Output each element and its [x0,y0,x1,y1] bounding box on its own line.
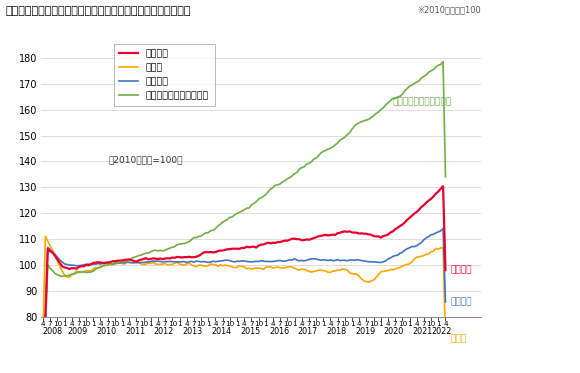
Text: 2019: 2019 [355,327,375,336]
Text: 住宅地: 住宅地 [450,334,466,343]
Text: 2020: 2020 [384,327,404,336]
Legend: 住宅総合, 住宅地, 戸建住宅, マンション（区分所有）: 住宅総合, 住宅地, 戸建住宅, マンション（区分所有） [114,44,215,106]
Text: 2022: 2022 [432,327,452,336]
Text: ※2010年平均＝100: ※2010年平均＝100 [418,6,481,15]
Text: 2010: 2010 [96,327,117,336]
Text: 2009: 2009 [68,327,88,336]
Text: 2011: 2011 [125,327,146,336]
Text: 戸建住宅: 戸建住宅 [450,298,472,307]
Text: 2015: 2015 [240,327,260,336]
Text: マンション（区分所有）: マンション（区分所有） [393,97,452,106]
Text: 住宅総合: 住宅総合 [450,266,472,275]
Text: （2010年平均=100）: （2010年平均=100） [109,155,183,164]
Text: 2018: 2018 [327,327,346,336]
Text: 2017: 2017 [298,327,318,336]
Text: 2008: 2008 [42,327,63,336]
Text: 2012: 2012 [154,327,174,336]
Text: 2021: 2021 [412,327,433,336]
Text: ＜不動産価格指数（住宅）（令和４年４月分・季節調整値）＞: ＜不動産価格指数（住宅）（令和４年４月分・季節調整値）＞ [6,6,191,16]
Text: 2016: 2016 [269,327,289,336]
Text: 2014: 2014 [211,327,231,336]
Text: 2013: 2013 [183,327,203,336]
